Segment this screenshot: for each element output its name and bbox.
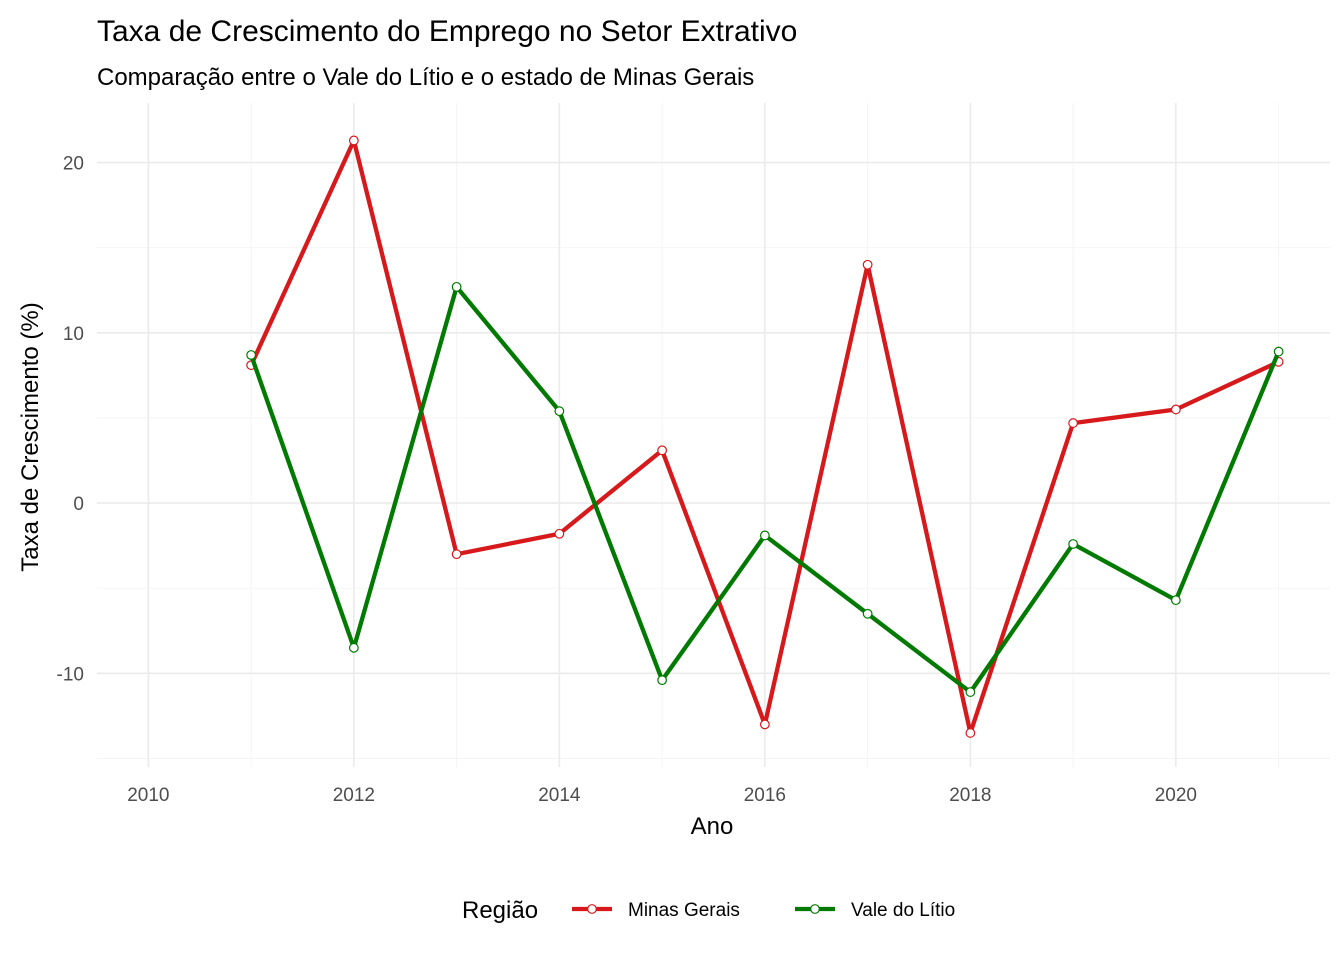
legend-title: Região xyxy=(462,897,538,924)
data-point xyxy=(965,728,976,738)
data-point xyxy=(1170,404,1181,415)
series-layer xyxy=(246,135,1284,738)
x-tick-label: 2018 xyxy=(949,785,991,806)
data-point xyxy=(451,549,462,560)
legend: Região Minas Gerais Vale do Lítio xyxy=(462,897,955,924)
data-point xyxy=(1068,539,1079,549)
legend-key-point xyxy=(810,904,820,914)
x-tick-label: 2014 xyxy=(538,785,581,806)
data-point xyxy=(554,528,565,539)
data-point xyxy=(451,281,462,292)
y-tick-label: 10 xyxy=(63,324,84,345)
x-axis-title: Ano xyxy=(691,813,734,840)
legend-label: Minas Gerais xyxy=(628,900,740,921)
data-point xyxy=(348,135,359,146)
data-point xyxy=(1273,346,1284,357)
plot-grid xyxy=(97,103,1330,767)
data-point xyxy=(246,350,257,360)
y-tick-label: 20 xyxy=(63,154,84,175)
data-point xyxy=(862,259,873,270)
data-point xyxy=(1068,418,1079,428)
y-tick-label: 0 xyxy=(73,494,84,515)
data-point xyxy=(862,608,873,619)
y-axis-title: Taxa de Crescimento (%) xyxy=(17,302,44,571)
data-point xyxy=(348,642,359,653)
data-point xyxy=(965,687,976,697)
chart-title: Taxa de Crescimento do Emprego no Setor … xyxy=(97,15,797,48)
legend-item: Minas Gerais xyxy=(572,900,740,921)
x-tick-label: 2016 xyxy=(744,785,786,806)
y-tick-label: -10 xyxy=(57,664,84,685)
legend-label: Vale do Lítio xyxy=(851,900,955,921)
x-tick-label: 2020 xyxy=(1155,785,1197,806)
data-point xyxy=(759,719,770,730)
data-point xyxy=(1170,595,1181,606)
data-point xyxy=(657,675,668,686)
data-point xyxy=(554,406,565,417)
x-tick-label: 2010 xyxy=(127,785,169,806)
series-vale-do-lítio xyxy=(246,281,1284,697)
data-point xyxy=(759,530,770,541)
legend-key-point xyxy=(587,904,597,914)
chart-subtitle: Comparação entre o Vale do Lítio e o est… xyxy=(97,64,754,91)
legend-item: Vale do Lítio xyxy=(795,900,955,921)
y-axis-ticks: -10 0 10 20 xyxy=(57,154,84,686)
x-axis-ticks: 2010 2012 2014 2016 2018 2020 xyxy=(127,785,1197,806)
data-point xyxy=(657,445,668,456)
x-tick-label: 2012 xyxy=(333,785,375,806)
